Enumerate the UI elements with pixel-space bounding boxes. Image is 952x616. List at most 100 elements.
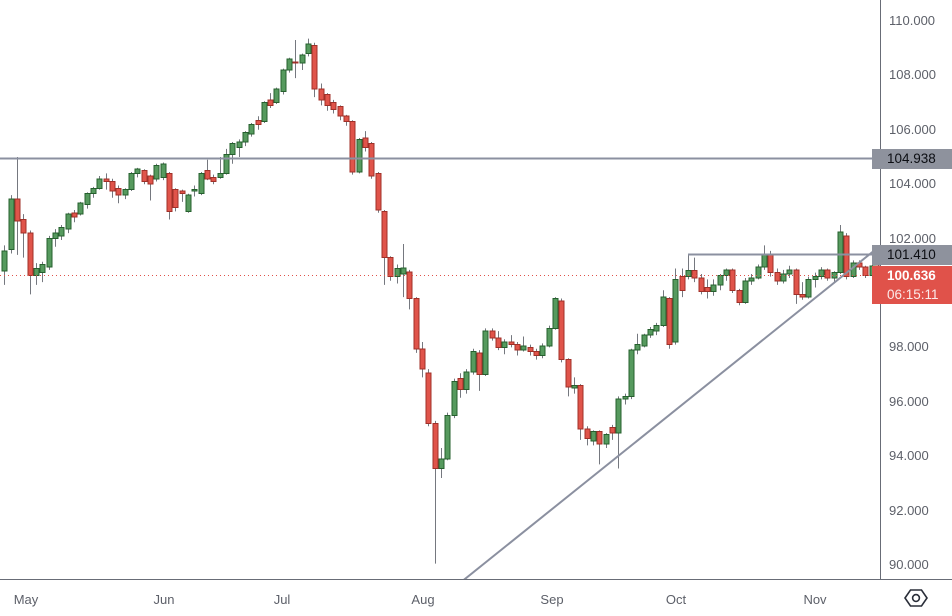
candle-up: [58, 227, 65, 237]
candle-up: [748, 277, 755, 282]
candle-down: [406, 271, 413, 299]
candle-up: [571, 384, 578, 389]
candle-down: [337, 106, 344, 117]
candle-up: [470, 350, 477, 373]
candle-down: [584, 428, 591, 440]
candle-down: [179, 190, 186, 195]
candle-down: [457, 378, 464, 391]
candle-up: [463, 371, 470, 391]
candle-up: [1, 250, 8, 272]
candle-up: [46, 238, 53, 268]
price-tick-label: 106.000: [889, 121, 936, 137]
candle-up: [641, 334, 648, 347]
candle-down: [20, 219, 27, 234]
candle-up: [723, 269, 730, 276]
candle-up: [286, 58, 293, 71]
current-price-badge: 100.636 06:15:11: [872, 265, 952, 304]
candle-down: [495, 337, 502, 348]
candle-down: [27, 232, 34, 276]
candle-up: [128, 172, 135, 191]
bar-countdown: 06:15:11: [887, 286, 939, 302]
candle-down: [267, 99, 274, 106]
candle-up: [261, 102, 268, 123]
candle-up: [482, 330, 489, 376]
candle-up: [552, 297, 559, 329]
candle-up: [710, 284, 717, 293]
candle-down: [349, 121, 356, 173]
price-level-badge: 101.410: [872, 244, 952, 265]
candle-down: [413, 297, 420, 350]
axis-settings-button[interactable]: [880, 580, 952, 616]
time-axis-label: May: [13, 592, 39, 607]
price-tick-label: 92.000: [889, 502, 929, 518]
candle-up: [160, 163, 167, 178]
time-axis[interactable]: May Jun Jul Aug Sep Oct Nov: [0, 579, 952, 616]
candle-up: [780, 273, 787, 282]
candle-down: [698, 277, 705, 293]
candle-up: [273, 88, 280, 104]
candle-down: [318, 88, 325, 101]
price-axis[interactable]: 104.938 101.410 100.636 06:15:11 110.000…: [872, 0, 952, 579]
candle-down: [147, 175, 154, 185]
candle-down: [533, 350, 540, 357]
candle-down: [141, 170, 148, 182]
candle-down: [381, 210, 388, 259]
candle-down: [489, 330, 496, 339]
candle-down: [324, 93, 331, 106]
candle-up: [122, 189, 129, 196]
candle-down: [514, 344, 521, 351]
candle-up: [198, 172, 205, 195]
candle-up: [742, 280, 749, 304]
candle-down: [330, 102, 337, 110]
candle-up: [280, 69, 287, 93]
candle-up: [299, 54, 306, 64]
candle-up: [217, 172, 224, 178]
candle-up: [818, 269, 825, 278]
candle-up: [356, 138, 363, 173]
time-axis-label: Jun: [153, 592, 175, 607]
candle-down: [210, 176, 217, 182]
candle-down: [109, 180, 116, 192]
candle-down: [387, 257, 394, 278]
candle-up: [761, 254, 768, 268]
candle-down: [577, 384, 584, 430]
candle-up: [229, 142, 236, 155]
candle-down: [103, 178, 110, 182]
trendline[interactable]: [460, 245, 880, 579]
candle-down: [14, 198, 21, 222]
candle-down: [172, 189, 179, 208]
candle-down: [255, 119, 262, 125]
candle-up: [647, 329, 654, 336]
candle-down: [71, 212, 78, 218]
candle-down: [609, 427, 616, 434]
candle-down: [729, 269, 736, 291]
candle-down: [843, 235, 850, 278]
candle-up: [717, 274, 724, 286]
candle-up: [444, 414, 451, 460]
candle-up: [451, 380, 458, 416]
candle-up: [501, 341, 508, 348]
candle-up: [153, 165, 160, 180]
price-tick-label: 96.000: [889, 393, 929, 409]
candle-up: [84, 193, 91, 206]
candle-down: [508, 341, 515, 346]
candle-up: [660, 296, 667, 327]
price-tick-label: 94.000: [889, 448, 929, 464]
candle-up: [546, 327, 553, 347]
candle-up: [837, 231, 844, 274]
candle-up: [653, 325, 660, 332]
candle-down: [565, 359, 572, 388]
candle-up: [603, 433, 610, 445]
candle-down: [596, 431, 603, 445]
candle-down: [799, 293, 806, 298]
candle-down: [767, 254, 774, 274]
candle-up: [520, 345, 527, 351]
candle-up: [590, 431, 597, 442]
candle-down: [292, 61, 299, 64]
candle-down: [736, 289, 743, 304]
candle-down: [432, 423, 439, 469]
candle-down: [527, 346, 534, 352]
candle-down: [704, 287, 711, 293]
candle-up: [628, 349, 635, 397]
price-chart-canvas[interactable]: [0, 0, 880, 579]
